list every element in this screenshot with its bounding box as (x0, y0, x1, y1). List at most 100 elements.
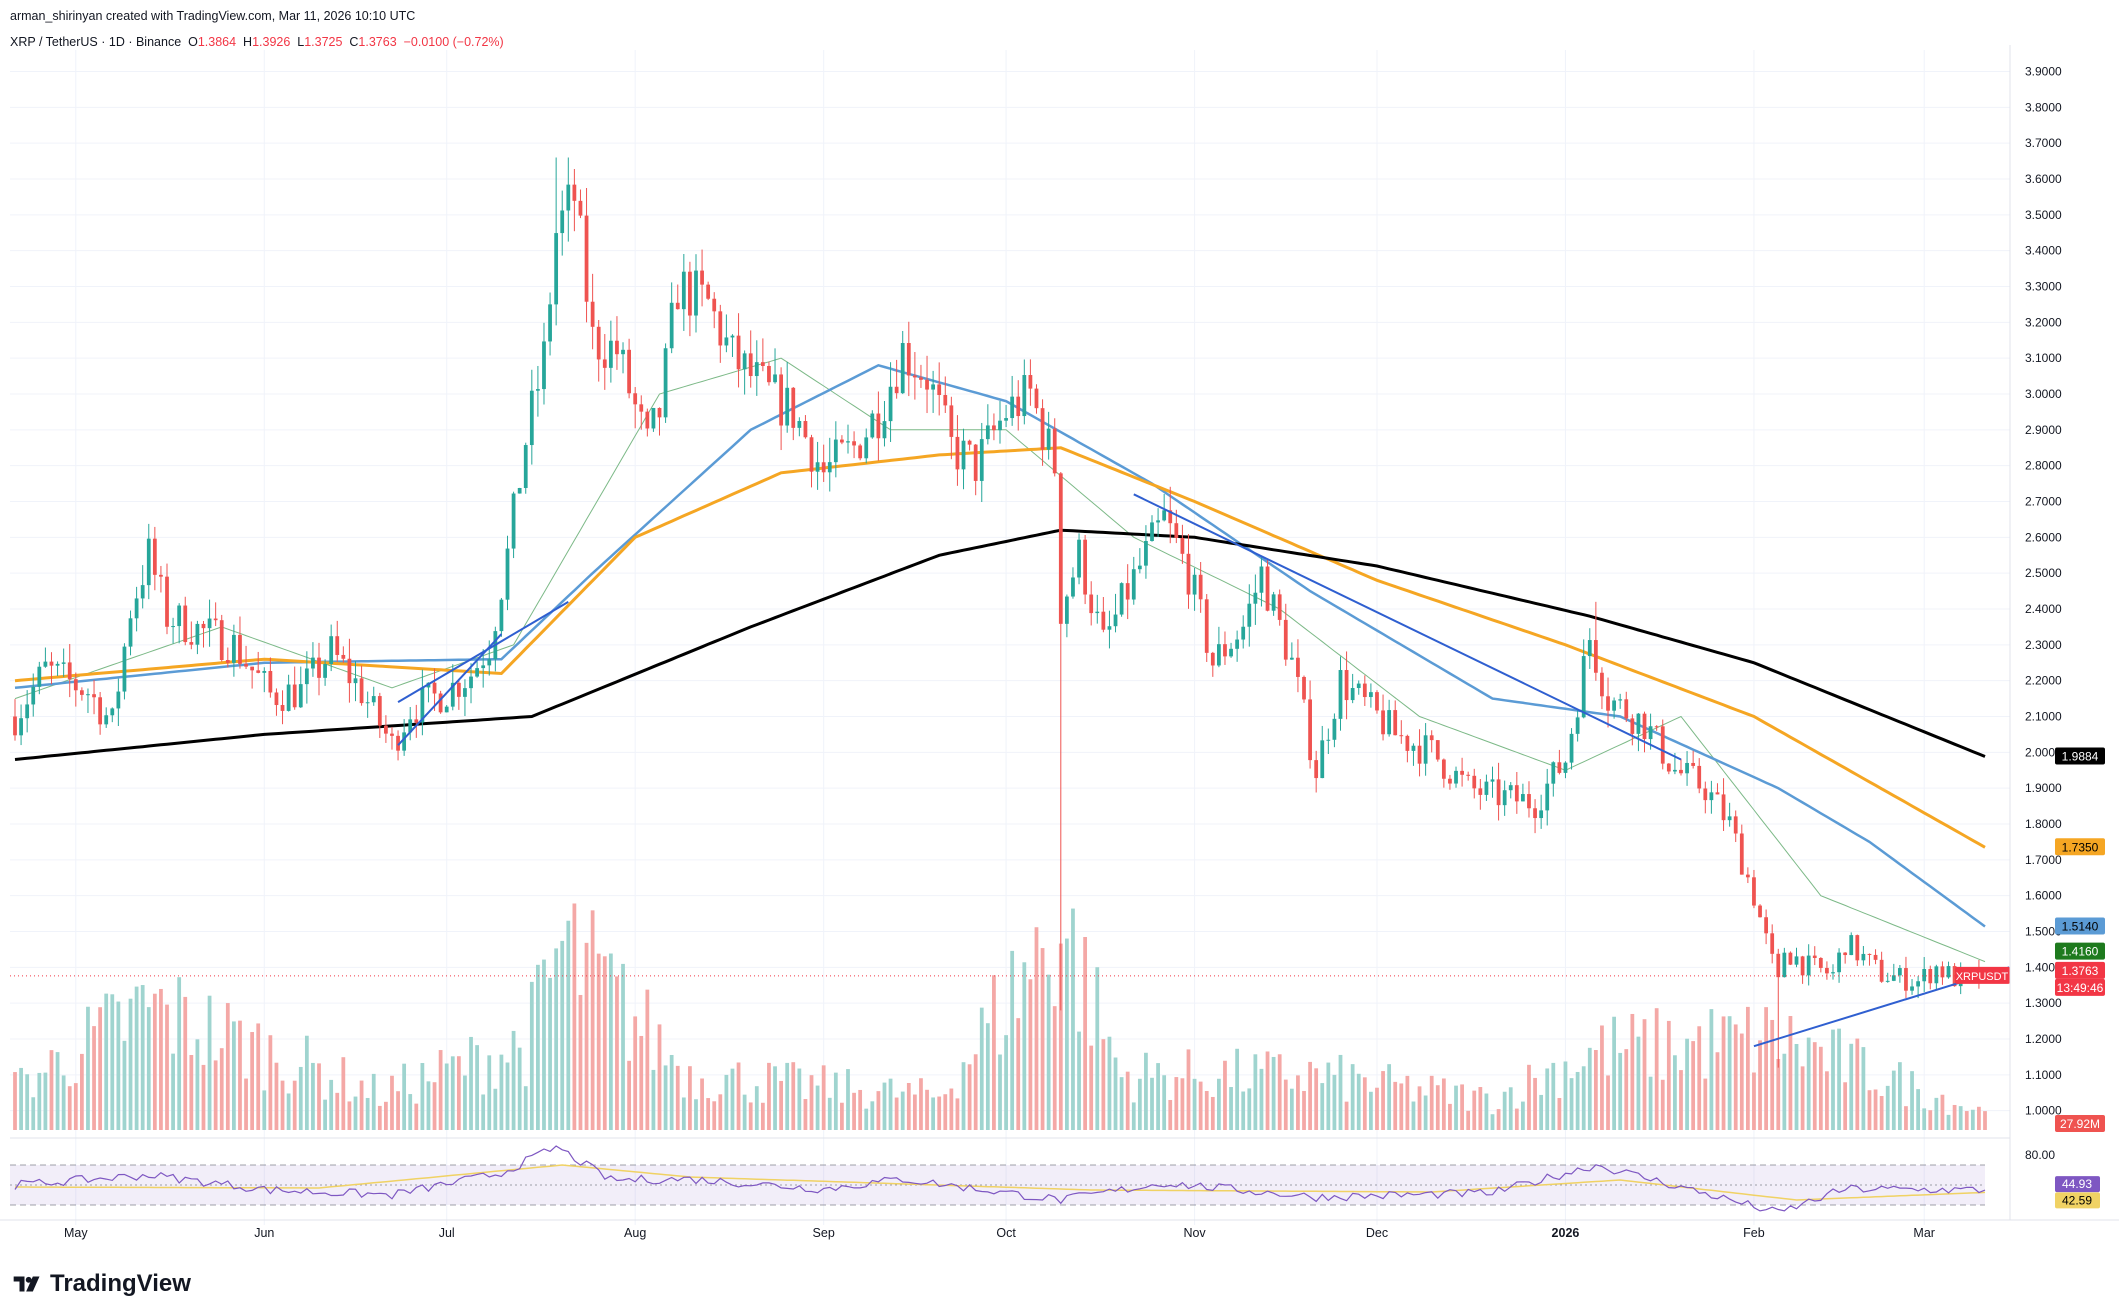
volume-bar (1362, 1077, 1367, 1130)
volume-bar (1381, 1071, 1385, 1130)
candle-body (888, 386, 893, 422)
candle-body (1247, 603, 1252, 627)
candle-body (1253, 592, 1258, 604)
volume-bar (304, 1035, 309, 1130)
candle-body (949, 405, 954, 437)
candle-body (1673, 769, 1677, 772)
volume-bar (596, 953, 601, 1130)
candle-body (590, 301, 595, 327)
candle-body (1308, 699, 1312, 761)
candle-body (1624, 699, 1629, 719)
candle-body (171, 626, 175, 628)
volume-bar (1764, 1007, 1768, 1130)
candle-body (475, 668, 479, 677)
candle-body (967, 440, 972, 445)
candle-body (1265, 566, 1270, 611)
volume-bar (1606, 1075, 1610, 1130)
candle-body (1016, 396, 1021, 417)
price-label-box (2055, 961, 2105, 979)
candle-body (1217, 644, 1221, 666)
candle-body (134, 598, 139, 619)
candle-body (292, 684, 297, 708)
volume-bar (979, 1007, 984, 1130)
x-tick-label: Oct (996, 1226, 1016, 1240)
candle-body (225, 660, 230, 663)
volume-bar (1758, 1040, 1762, 1130)
y-tick-label: 3.4000 (2025, 244, 2062, 258)
volume-bar (681, 1097, 686, 1130)
volume-bar (384, 1101, 388, 1130)
volume-bar (1350, 1064, 1355, 1130)
volume-bar (937, 1096, 942, 1130)
candle-body (1575, 717, 1580, 734)
candle-body (1733, 816, 1738, 834)
candle-body (371, 696, 376, 703)
volume-bar (13, 1072, 17, 1130)
candle-body (268, 670, 273, 693)
volume-bar (341, 1057, 346, 1130)
volume-bar (584, 942, 589, 1130)
candle-body (329, 636, 334, 664)
candle-body (396, 735, 400, 751)
volume-bar (1265, 1051, 1270, 1130)
candle-body (1539, 810, 1544, 819)
candle-body (1612, 700, 1616, 711)
candle-body (414, 719, 419, 723)
volume-bar (1429, 1075, 1434, 1130)
volume-bar (1137, 1078, 1142, 1130)
candle-body (1198, 574, 1203, 600)
ma-line-sma200 (14, 528, 1986, 761)
volume-bar (1064, 938, 1069, 1130)
candle-body (122, 646, 127, 692)
candle-body (195, 623, 200, 645)
volume-bar (438, 1050, 443, 1130)
volume-bar (1168, 1099, 1173, 1130)
candle-body (864, 437, 869, 459)
candle-body (1721, 794, 1726, 821)
candle-body (73, 679, 78, 691)
volume-bar (688, 1066, 692, 1130)
volume-bar (402, 1063, 407, 1130)
volume-bar (785, 1062, 790, 1130)
candle-body (1910, 986, 1914, 991)
candle-body (1362, 683, 1367, 698)
y-tick-label: 3.7000 (2025, 136, 2062, 150)
candle-body (1794, 956, 1799, 965)
price-chart[interactable]: 1.0000 1.1000 1.2000 1.3000 1.4000 1.5000 1.60… (0, 0, 2119, 1260)
candle-body (13, 716, 17, 736)
candle-body (31, 686, 36, 705)
candle-body (481, 665, 486, 669)
volume-bar (1837, 1028, 1841, 1130)
candle-body (323, 663, 327, 678)
candle-body (43, 661, 48, 667)
candle-body (815, 462, 820, 472)
candle-body (487, 659, 492, 666)
candle-body (1241, 626, 1246, 640)
candle-body (1508, 785, 1513, 791)
candle-body (1478, 788, 1483, 795)
volume-bar (900, 1091, 905, 1130)
candle-body (1916, 981, 1921, 987)
volume-bar (973, 1054, 978, 1130)
candle-body (1934, 966, 1939, 984)
volume-bar (1527, 1064, 1531, 1130)
volume-bar (1770, 1019, 1775, 1130)
volume-bar (846, 1069, 850, 1130)
volume-bar (1387, 1064, 1392, 1130)
candle-body (1533, 808, 1537, 819)
candle-body (1320, 740, 1325, 779)
candle-body (177, 605, 182, 627)
volume-bar (1679, 1070, 1683, 1130)
price-label: 1.5140 (2062, 919, 2099, 933)
candle-body (681, 271, 686, 310)
candle-body (858, 445, 863, 459)
candle-body (1338, 670, 1343, 719)
candle-body (1271, 594, 1276, 611)
volume-bar (712, 1101, 717, 1130)
candle-body (1800, 956, 1805, 976)
candle-body (1150, 522, 1154, 542)
volume-bar (1162, 1075, 1167, 1130)
volume-bar (1818, 1046, 1823, 1130)
volume-bar (1648, 1076, 1653, 1130)
candle-body (651, 407, 656, 429)
